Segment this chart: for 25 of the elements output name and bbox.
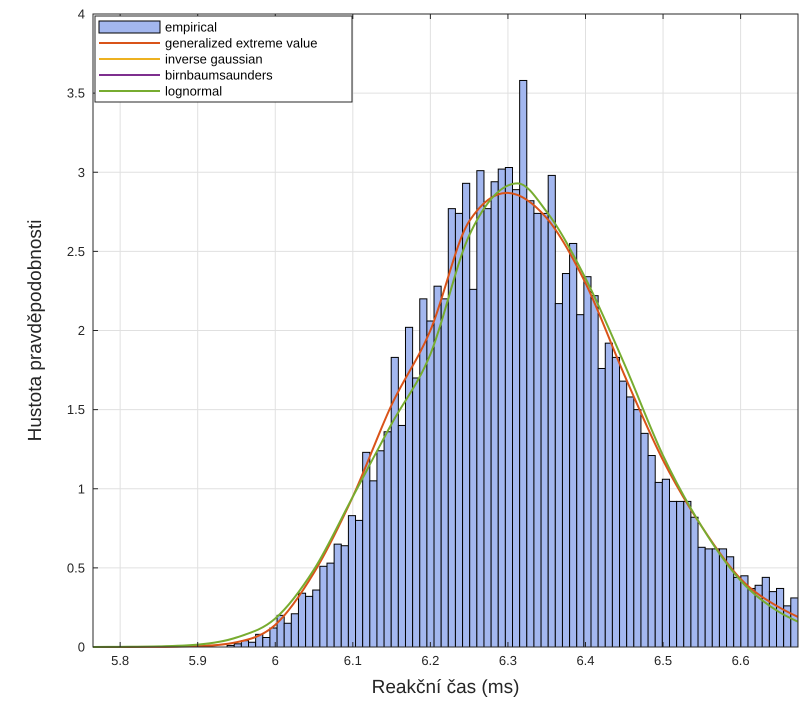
y-tick-label: 1 (78, 481, 85, 496)
x-tick-label: 5.8 (111, 653, 130, 668)
x-tick-label: 6.3 (498, 653, 517, 668)
legend-label: empirical (165, 20, 218, 34)
y-tick-label: 2 (78, 323, 85, 338)
y-tick-label: 3 (78, 164, 85, 180)
x-tick-label: 5.9 (188, 653, 207, 668)
y-tick-label: 0 (78, 640, 85, 654)
y-tick-label: 4 (78, 6, 85, 22)
legend-label: generalized extreme value (165, 36, 318, 50)
x-tick-label: 6.2 (421, 653, 440, 668)
legend-label: inverse gaussian (165, 52, 263, 66)
y-tick-label: 3.5 (66, 86, 85, 101)
x-axis-title: Reakční čas (ms) (372, 677, 520, 698)
y-tick-label: 0.5 (66, 560, 85, 576)
x-tick-label: 6.4 (576, 653, 595, 668)
y-axis-title: Hustota pravděpodobnosti (25, 220, 46, 442)
x-tick-label: 6 (272, 653, 279, 668)
y-tick-label: 2.5 (66, 244, 85, 259)
legend-label: birnbaumsaunders (165, 68, 274, 82)
y-tick-label: 1.5 (66, 402, 85, 418)
legend-label: lognormal (165, 84, 222, 98)
x-tick-label: 6.1 (344, 653, 362, 668)
x-tick-label: 6.6 (732, 653, 750, 668)
x-tick-label: 6.5 (654, 653, 672, 668)
